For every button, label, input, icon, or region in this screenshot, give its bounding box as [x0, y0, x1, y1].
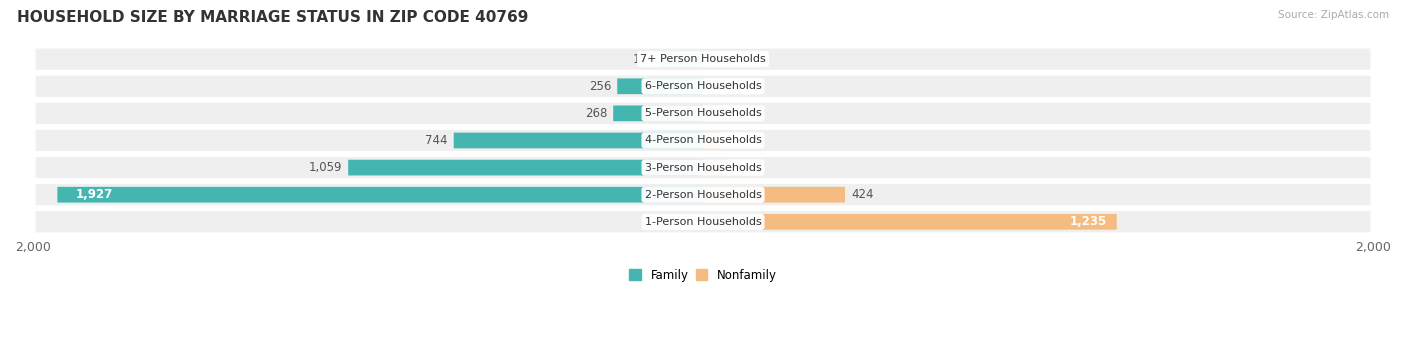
- FancyBboxPatch shape: [35, 184, 1371, 205]
- Text: 1-Person Households: 1-Person Households: [644, 217, 762, 227]
- FancyBboxPatch shape: [703, 187, 845, 203]
- Text: 424: 424: [851, 188, 873, 201]
- Text: 0: 0: [709, 80, 717, 93]
- Legend: Family, Nonfamily: Family, Nonfamily: [624, 264, 782, 286]
- FancyBboxPatch shape: [35, 103, 1371, 124]
- FancyBboxPatch shape: [617, 79, 703, 94]
- Text: 6-Person Households: 6-Person Households: [644, 81, 762, 91]
- Text: 1,059: 1,059: [309, 161, 342, 174]
- FancyBboxPatch shape: [35, 130, 1371, 151]
- Text: 744: 744: [425, 134, 447, 147]
- FancyBboxPatch shape: [703, 160, 728, 175]
- FancyBboxPatch shape: [58, 187, 703, 203]
- FancyBboxPatch shape: [613, 105, 703, 121]
- FancyBboxPatch shape: [454, 133, 703, 148]
- FancyBboxPatch shape: [349, 160, 703, 175]
- Text: 1,235: 1,235: [1070, 215, 1107, 228]
- Text: 256: 256: [589, 80, 612, 93]
- Text: 0: 0: [709, 107, 717, 120]
- Text: HOUSEHOLD SIZE BY MARRIAGE STATUS IN ZIP CODE 40769: HOUSEHOLD SIZE BY MARRIAGE STATUS IN ZIP…: [17, 10, 529, 25]
- FancyBboxPatch shape: [703, 214, 1116, 230]
- FancyBboxPatch shape: [35, 49, 1371, 70]
- Text: 7+ Person Households: 7+ Person Households: [640, 54, 766, 64]
- FancyBboxPatch shape: [661, 51, 703, 67]
- Text: 2-Person Households: 2-Person Households: [644, 190, 762, 200]
- Text: 5-Person Households: 5-Person Households: [644, 108, 762, 118]
- Text: 74: 74: [734, 161, 749, 174]
- Text: 3-Person Households: 3-Person Households: [644, 163, 762, 173]
- Text: 1,927: 1,927: [76, 188, 112, 201]
- FancyBboxPatch shape: [35, 157, 1371, 178]
- Text: 268: 268: [585, 107, 607, 120]
- Text: 47: 47: [724, 134, 740, 147]
- Text: 4-Person Households: 4-Person Households: [644, 135, 762, 146]
- Text: 0: 0: [709, 53, 717, 66]
- Text: Source: ZipAtlas.com: Source: ZipAtlas.com: [1278, 10, 1389, 20]
- FancyBboxPatch shape: [703, 133, 718, 148]
- Text: 124: 124: [633, 53, 655, 66]
- FancyBboxPatch shape: [35, 211, 1371, 232]
- FancyBboxPatch shape: [35, 76, 1371, 97]
